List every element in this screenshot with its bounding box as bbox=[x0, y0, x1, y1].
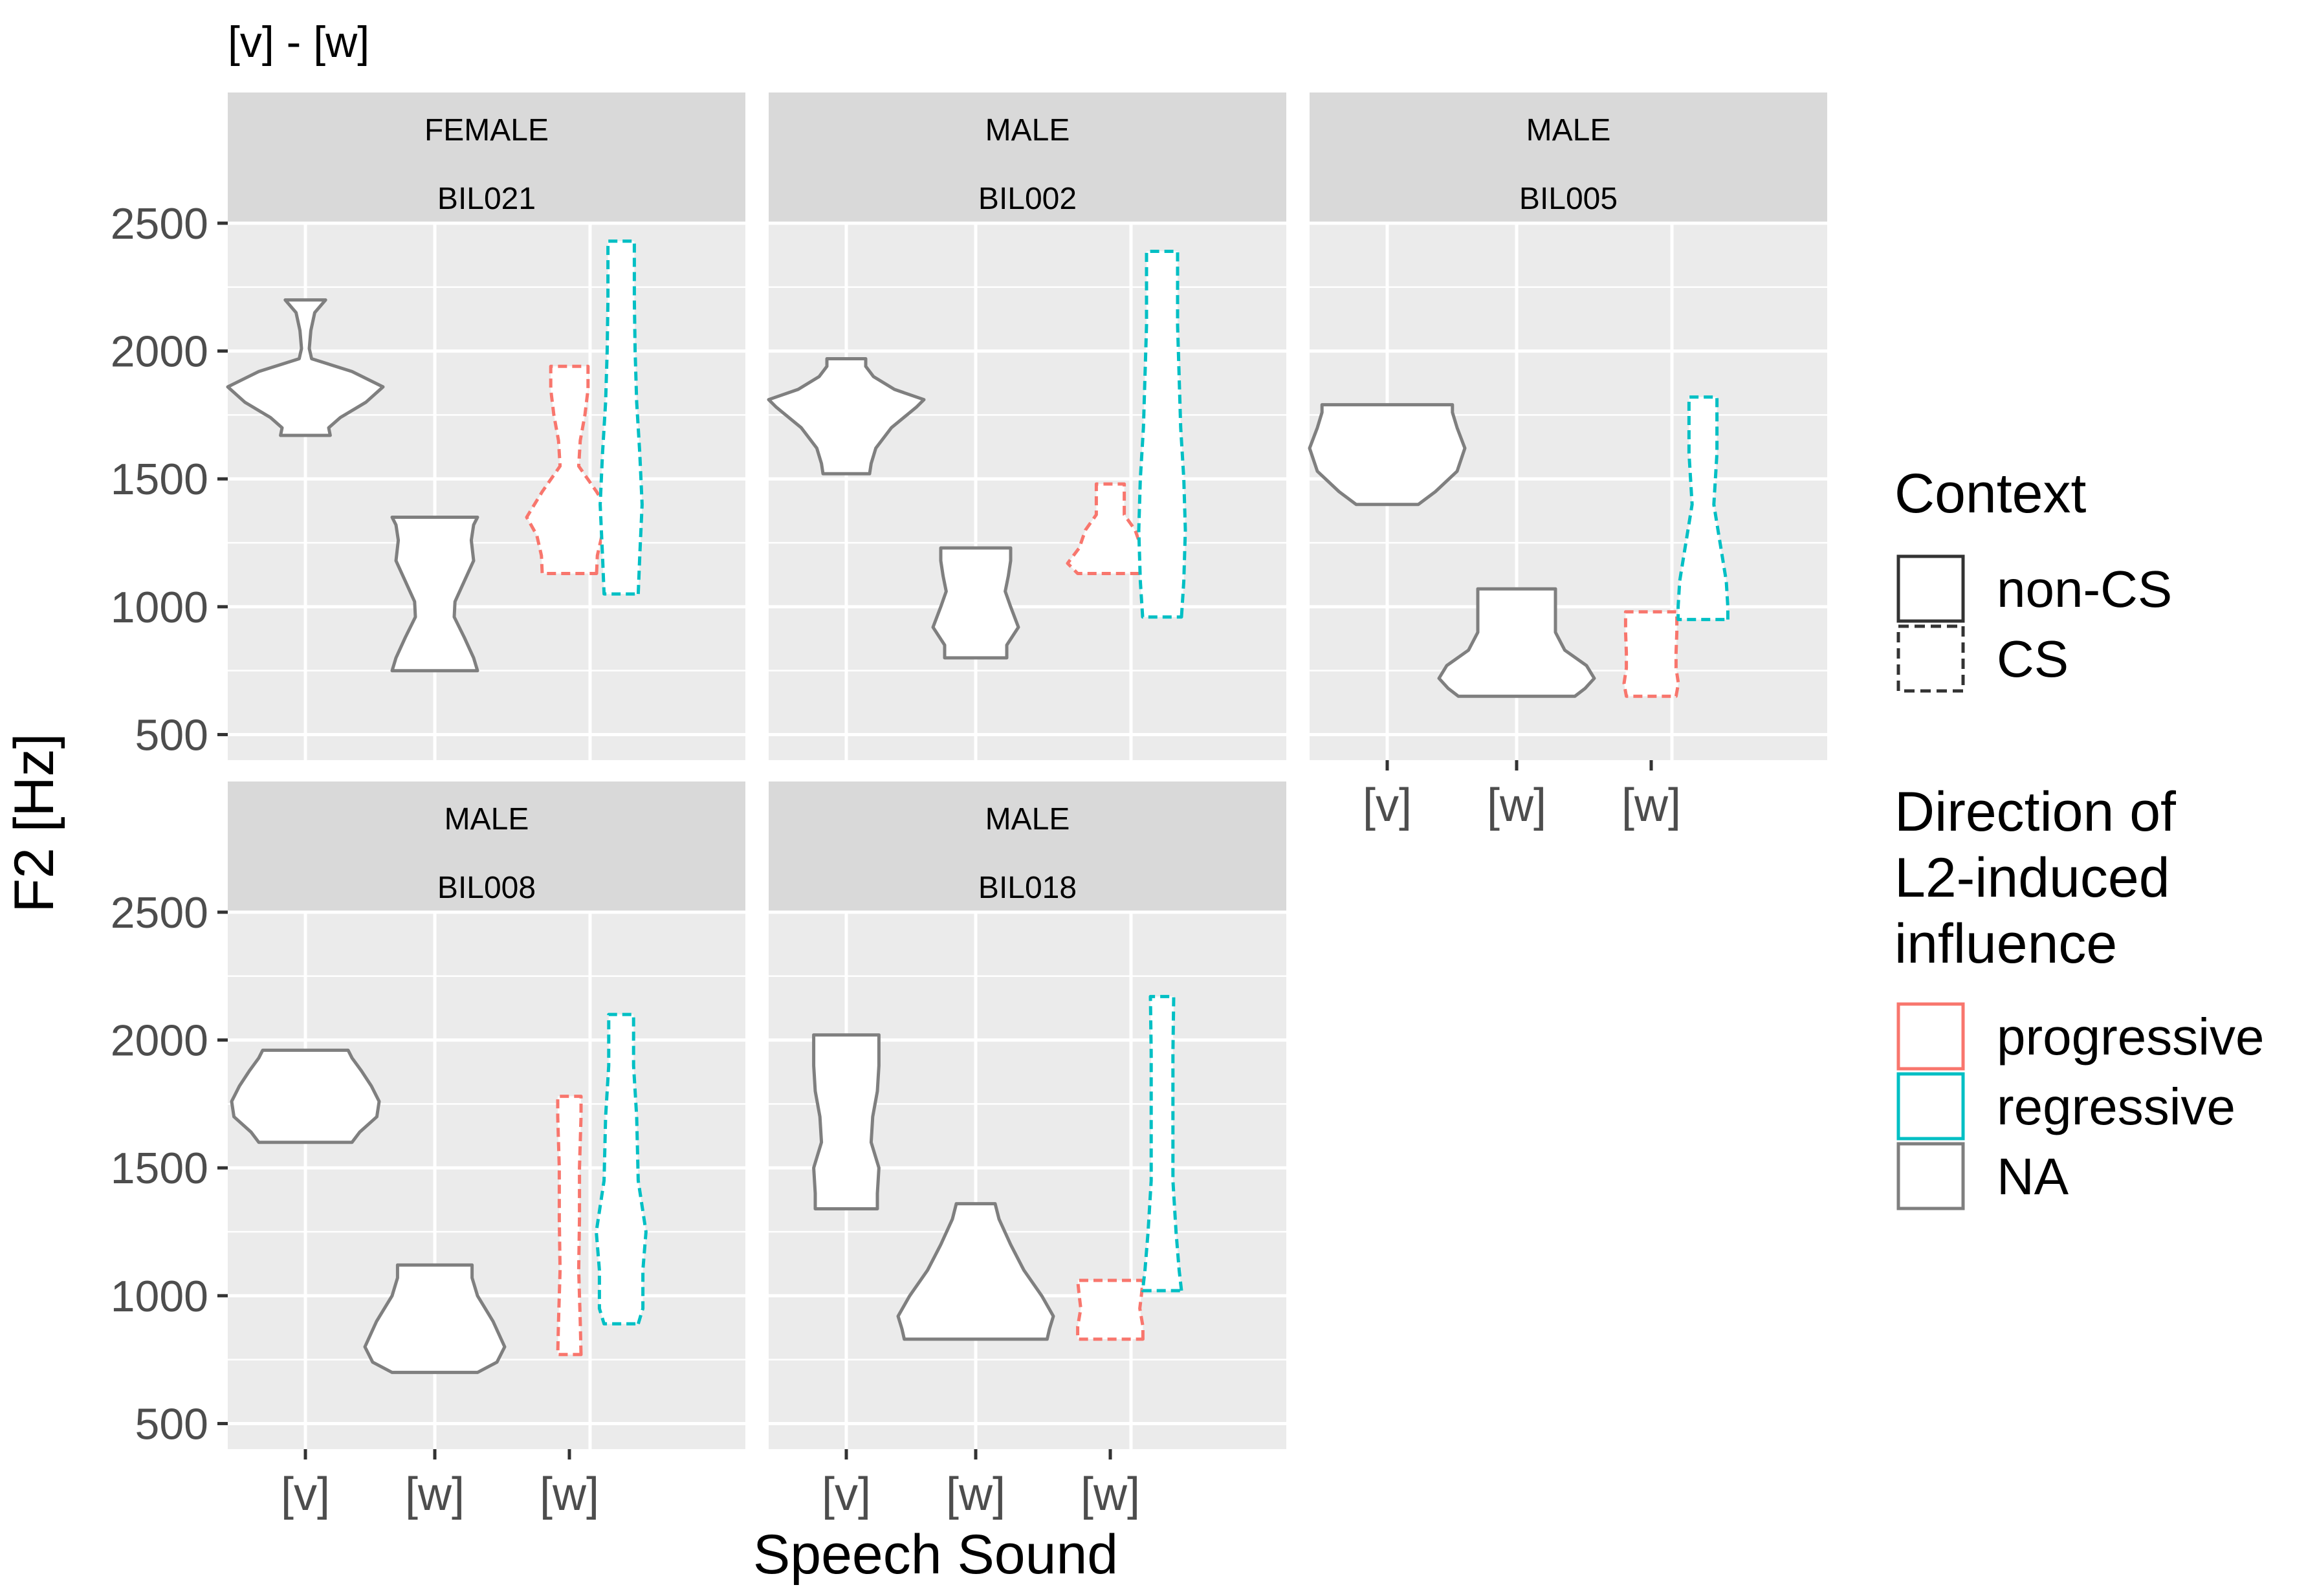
violin-progressive-cs bbox=[556, 1095, 583, 1357]
violin-regressive-cs bbox=[1141, 994, 1183, 1293]
facet-strip-speaker: BIL005 bbox=[1519, 182, 1618, 216]
y-tick-label: 2000 bbox=[111, 1016, 208, 1066]
y-axis-title: F2 [Hz] bbox=[3, 733, 65, 912]
facet-strip bbox=[769, 782, 1286, 912]
violin-regressive-cs bbox=[595, 1012, 648, 1326]
legend-label-cs: CS bbox=[1997, 630, 2069, 688]
x-tick-label: [w] bbox=[1081, 1469, 1140, 1520]
facet-strip-speaker: BIL021 bbox=[437, 182, 536, 216]
violin-progressive-cs bbox=[1066, 482, 1155, 575]
violin-progressive-cs bbox=[525, 364, 614, 575]
legend-direction-title-line-3: influence bbox=[1894, 913, 2117, 975]
violin-na-non-cs bbox=[896, 1202, 1055, 1341]
y-tick-label: 2500 bbox=[111, 199, 208, 248]
x-tick-label: [w] bbox=[405, 1469, 465, 1520]
legend-context-title: Context bbox=[1894, 463, 2086, 525]
facet-strip bbox=[228, 93, 745, 223]
facet-strip-gender: MALE bbox=[985, 113, 1070, 148]
facet-strip-speaker: BIL008 bbox=[437, 871, 536, 905]
facet-panel-bil005: MALE BIL005 [v] [w] [w] bbox=[1308, 93, 1827, 831]
violin-na-non-cs bbox=[767, 357, 926, 476]
facet-strip bbox=[1310, 93, 1827, 223]
violin-na-non-cs bbox=[390, 516, 479, 673]
chart-title: [v] - [w] bbox=[228, 17, 369, 67]
legend-label-non-cs: non-CS bbox=[1997, 560, 2172, 618]
facet-panel-bil008: MALE BIL008 500 1000 1500 2000 2500 [v] [w] [w] bbox=[111, 782, 745, 1520]
y-tick-label: 500 bbox=[135, 710, 208, 760]
x-tick-label: [v] bbox=[822, 1469, 871, 1520]
facet-strip-gender: MALE bbox=[1526, 113, 1611, 148]
x-axis-title: Speech Sound bbox=[753, 1524, 1118, 1586]
legend-key-regressive bbox=[1896, 1072, 1965, 1141]
legend-label-progressive: progressive bbox=[1997, 1008, 2265, 1066]
facet-strip-gender: MALE bbox=[445, 802, 529, 836]
violin-progressive-cs bbox=[1076, 1278, 1145, 1341]
y-tick-label: 2000 bbox=[111, 327, 208, 377]
legend-key-cs bbox=[1896, 624, 1965, 693]
violin-regressive-cs bbox=[1676, 395, 1730, 622]
legend-key-na bbox=[1896, 1142, 1965, 1210]
y-tick-label: 1000 bbox=[111, 1272, 208, 1321]
x-tick-label: [w] bbox=[946, 1469, 1005, 1520]
x-tick-label: [w] bbox=[1487, 780, 1546, 831]
x-tick-label: [w] bbox=[540, 1469, 599, 1520]
facet-strip-speaker: BIL018 bbox=[978, 871, 1077, 905]
violin-progressive-cs bbox=[1622, 610, 1680, 698]
legend-label-na: NA bbox=[1997, 1148, 2069, 1205]
legend-direction-title-line-2: L2-induced bbox=[1894, 847, 2170, 909]
violin-na-non-cs bbox=[812, 1033, 881, 1210]
violin-na-non-cs bbox=[363, 1263, 507, 1374]
facet-strip bbox=[769, 93, 1286, 223]
x-tick-label: [w] bbox=[1621, 780, 1681, 831]
facet-strip-speaker: BIL002 bbox=[978, 182, 1077, 216]
violin-na-non-cs bbox=[931, 546, 1020, 660]
legend-key-non-cs bbox=[1896, 554, 1965, 623]
facet-strip-gender: FEMALE bbox=[424, 113, 549, 148]
violin-na-non-cs bbox=[226, 298, 385, 437]
legend-label-regressive: regressive bbox=[1997, 1078, 2235, 1135]
violin-na-non-cs bbox=[1308, 403, 1467, 507]
facet-panels: FEMALE BIL021 500 1000 1500 2000 2500 MALE BIL00… bbox=[111, 93, 1827, 1520]
x-tick-label: [v] bbox=[1363, 780, 1412, 831]
legend-key-progressive bbox=[1896, 1002, 1965, 1071]
x-tick-label: [v] bbox=[281, 1469, 330, 1520]
y-tick-label: 500 bbox=[135, 1399, 208, 1448]
y-tick-label: 1500 bbox=[111, 1144, 208, 1193]
violin-na-non-cs bbox=[230, 1048, 381, 1144]
facet-panel-bil021: FEMALE BIL021 500 1000 1500 2000 2500 bbox=[111, 93, 745, 760]
y-tick-label: 1000 bbox=[111, 583, 208, 632]
facet-panel-bil018: MALE BIL018 [v] [w] [w] bbox=[769, 782, 1286, 1520]
facet-strip-gender: MALE bbox=[985, 802, 1070, 836]
violin-regressive-cs bbox=[1137, 250, 1187, 619]
facet-strip bbox=[228, 782, 745, 912]
facet-panel-bil002: MALE BIL002 bbox=[767, 93, 1286, 760]
violin-na-non-cs bbox=[1437, 587, 1596, 698]
violin-regressive-cs bbox=[598, 239, 644, 596]
y-tick-label: 2500 bbox=[111, 888, 208, 937]
legend-direction-title-line-1: Direction of bbox=[1894, 781, 2177, 843]
legend: Context non-CS CS Direction of L2-induce… bbox=[1894, 463, 2265, 1210]
y-tick-label: 1500 bbox=[111, 455, 208, 504]
